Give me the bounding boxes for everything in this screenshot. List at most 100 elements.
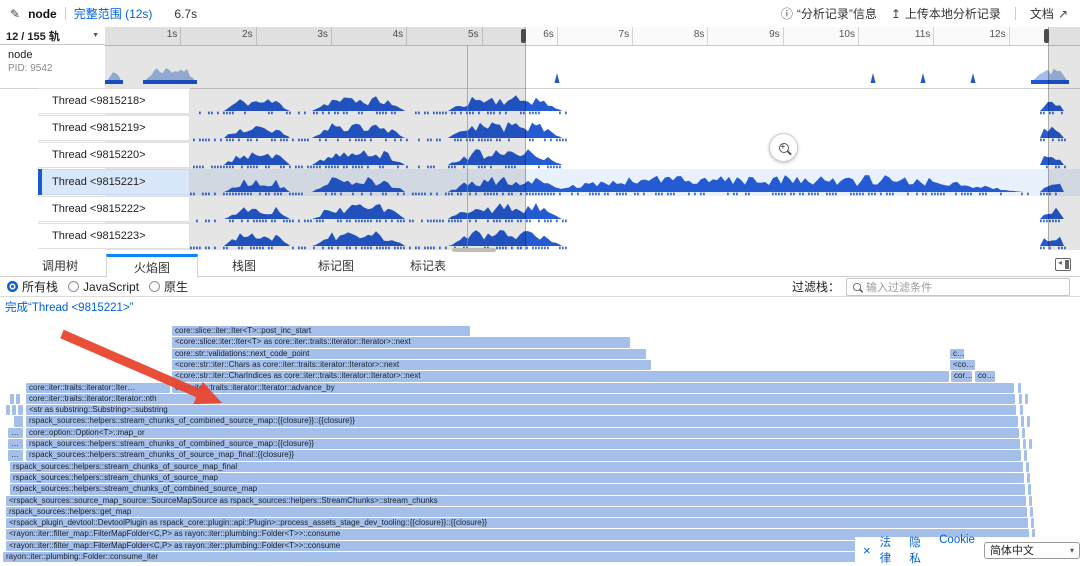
flame-frame[interactable] [1022,427,1025,439]
flame-frame[interactable]: <rayon::iter::filter_map::FilterMapFolde… [6,529,1029,540]
flame-frame[interactable]: core::iter::traits::iterator::Iterator::… [172,382,1014,393]
footer-link[interactable]: Cookie [939,534,975,546]
flame-frame[interactable] [1030,506,1033,518]
flame-frame[interactable] [1025,393,1028,405]
profile-info-button[interactable]: ⓘ “分析记录”信息 [781,5,877,22]
ruler-tick [406,27,408,45]
thread-track-label[interactable]: Thread <9815222> [38,196,190,222]
stack-filter-radio[interactable]: 所有栈 [7,278,58,295]
thread-activity-graph[interactable] [190,196,1080,223]
flame-frame[interactable] [1021,416,1024,427]
flame-frame[interactable]: core::str::validations::next_code_point [172,348,646,359]
footer-link[interactable]: 法律 [879,537,892,565]
flame-frame[interactable]: … [8,450,23,461]
flame-frame[interactable] [6,405,10,416]
zoom-to-selection-button[interactable] [769,133,798,162]
flame-frame[interactable]: … [8,439,23,450]
flame-frame[interactable] [1032,529,1035,540]
flame-frame[interactable]: c… [950,348,964,359]
flame-frame[interactable]: rspack_sources::helpers::stream_chunks_o… [26,450,1021,461]
flame-frame[interactable] [1027,416,1030,427]
flame-frame[interactable] [1026,461,1029,472]
flame-frame[interactable]: <core::str::iter::Chars as core::iter::t… [172,359,651,371]
flame-frame[interactable]: core::iter::traits::iterator::Iterator::… [26,393,1015,405]
flame-frame[interactable]: core::slice::iter::Iter<T>::post_inc_sta… [172,326,470,337]
selection-handle-right[interactable] [1044,29,1049,43]
flame-frame[interactable]: <core::str::iter::CharIndices as core::i… [172,371,949,382]
language-select[interactable]: 简体中文 ▾ [983,541,1080,559]
tab-0[interactable]: 调用树 [41,258,78,273]
flame-frame[interactable]: rayon::iter::plumbing::Folder::consume_i… [3,552,1064,563]
filter-input[interactable]: 输入过滤条件 [846,277,1070,296]
track-count-dropdown[interactable]: 12 / 155 轨 ▼ [0,27,105,45]
flame-frame[interactable] [1020,405,1023,416]
flame-frame[interactable]: rspack_sources::helpers::stream_chunks_o… [10,461,1023,472]
upload-button[interactable]: ↥ 上传本地分析记录 [891,5,1001,22]
flame-frame[interactable]: <rspack_sources::source_map_source::Sour… [6,495,1026,506]
thread-activity-graph[interactable] [190,115,1080,142]
flame-frame[interactable] [1027,472,1030,484]
close-icon[interactable]: × [863,542,871,558]
edit-pencil-icon[interactable]: ✎ [10,6,21,21]
flame-frame[interactable]: <str as substring::Substring>::substring [26,405,1016,416]
flame-frame[interactable]: <rayon::iter::filter_map::FilterMapFolde… [6,540,1030,552]
process-track-label[interactable]: node PID: 9542 [8,49,52,75]
thread-track-label[interactable]: Thread <9815219> [38,115,190,141]
flame-frame[interactable] [10,393,14,405]
thread-track-label[interactable]: Thread <9815218> [38,88,190,114]
sidebar-toggle-icon[interactable] [1055,258,1071,271]
time-ruler[interactable]: 1s 2s 3s 4s 5s 6s 7s 8s 9s 10s 11s 12s [105,27,1080,46]
thread-track-label[interactable]: Thread <9815221> [38,169,190,195]
ruler-tick-label: 3s [317,29,328,40]
flame-frame[interactable]: rspack_sources::helpers::stream_chunks_o… [10,472,1024,484]
stack-filter-radio[interactable]: 原生 [149,278,188,295]
thread-activity-graph[interactable] [190,142,1080,169]
thread-track-list: Thread <9815218> Thread <9815219> Thread <… [0,88,1080,250]
docs-link[interactable]: 文档 ↗ [1030,5,1068,22]
flame-frame[interactable]: <rspack_plugin_devtool::DevtoolPlugin as… [6,518,1028,529]
full-range-button[interactable]: 完整范围 (12s) [73,7,153,21]
flame-frame[interactable]: rspack_sources::helpers::stream_chunks_o… [10,484,1025,495]
thread-activity-graph[interactable] [190,223,1080,250]
flame-frame[interactable] [1029,439,1032,450]
thread-track-label[interactable]: Thread <9815223> [38,223,190,249]
flame-frame[interactable] [1018,382,1021,393]
thread-track-label[interactable]: Thread <9815220> [38,142,190,168]
breadcrumb[interactable]: 完成“Thread <9815221>” [5,302,134,314]
tab-3[interactable]: 标记图 [317,258,354,273]
flame-frame[interactable] [1029,495,1032,506]
horizontal-scrollbar[interactable] [452,248,496,252]
profile-name[interactable]: node [28,6,57,21]
flame-frame[interactable] [18,405,23,416]
flame-frame[interactable]: rspack_sources::helpers::stream_chunks_o… [26,439,1020,450]
flame-frame[interactable]: <core::slice::iter::Iter<T> as core::ite… [172,337,630,348]
flame-frame[interactable]: cor… [951,371,972,382]
ruler-tick [255,27,257,45]
docs-label: 文档 [1029,7,1054,21]
tab-4[interactable]: 标记表 [409,258,446,273]
flame-frame[interactable] [12,405,16,416]
flame-frame[interactable]: … [8,427,23,439]
flame-frame[interactable]: rspack_sources::helpers::stream_chunks_o… [26,416,1018,427]
tab-active-1[interactable]: 火焰图 [106,254,198,277]
selection-handle-left[interactable] [521,29,526,43]
flame-frame[interactable] [14,416,23,427]
flame-frame[interactable] [16,393,20,405]
tab-2[interactable]: 栈图 [231,258,256,273]
flame-frame[interactable]: core::option::Option<T>::map_or [26,427,1019,439]
footer-link[interactable]: 隐私 [909,537,921,565]
flame-frame[interactable] [1019,393,1022,405]
flame-frame[interactable]: core::iter::traits::iterator::Iter… [26,382,170,393]
flame-frame[interactable] [1031,518,1034,529]
flame-frame[interactable] [1028,484,1031,495]
process-activity-graph[interactable] [105,45,1080,88]
flame-frame[interactable]: rspack_sources::helpers::get_map [6,506,1027,518]
stack-filter-radio[interactable]: JavaScript [68,280,139,294]
flame-frame[interactable] [1024,450,1027,461]
thread-activity-graph[interactable] [190,169,1080,196]
flame-frame[interactable] [1023,439,1026,450]
ruler-tick [782,27,784,45]
thread-activity-graph[interactable] [190,88,1080,115]
flame-frame[interactable]: co… [975,371,995,382]
flame-frame[interactable]: <co… [950,359,975,371]
